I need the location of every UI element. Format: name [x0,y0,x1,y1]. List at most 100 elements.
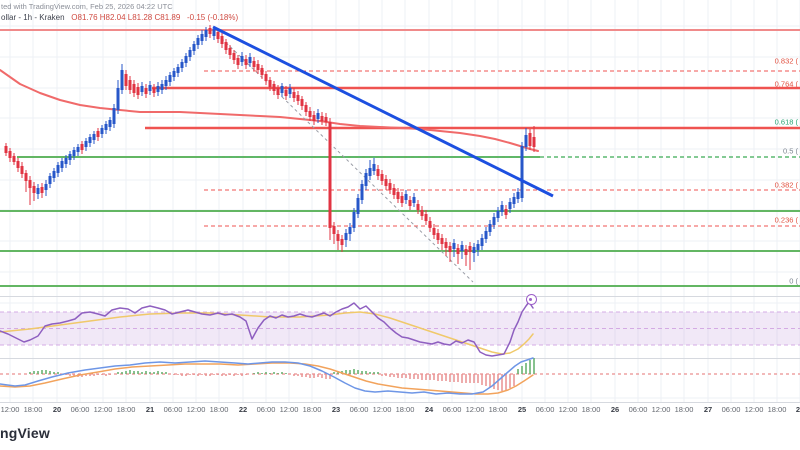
candle-up[interactable] [472,247,476,253]
candle-up[interactable] [480,238,484,246]
candle-down[interactable] [292,92,296,98]
candle-down[interactable] [256,64,260,70]
candle-up[interactable] [36,188,40,194]
candle-down[interactable] [300,99,304,106]
candle-down[interactable] [532,137,536,147]
candle-down[interactable] [420,210,424,216]
candle-up[interactable] [452,243,456,249]
candle-up[interactable] [248,57,252,63]
candle-down[interactable] [252,61,256,67]
candle-down[interactable] [268,80,272,87]
tradingview-logo[interactable]: ngView [0,425,50,441]
candle-down[interactable] [4,146,8,153]
candle-down[interactable] [128,80,132,90]
candle-up[interactable] [140,86,144,92]
candle-up[interactable] [172,71,176,77]
candle-up[interactable] [72,150,76,156]
candle-down[interactable] [152,88,156,93]
candle-down[interactable] [380,174,384,181]
candle-down[interactable] [400,196,404,203]
candle-up[interactable] [48,176,52,184]
candle-up[interactable] [316,113,320,119]
symbol-legend[interactable]: ollar - 1h - Kraken O81.76 H82.04 L81.28… [1,13,238,22]
candle-down[interactable] [228,48,232,55]
candle-down[interactable] [464,249,468,255]
candle-down[interactable] [340,239,344,245]
candle-up[interactable] [412,197,416,203]
candle-up[interactable] [164,80,168,86]
candle-down[interactable] [24,173,28,181]
candle-up[interactable] [372,164,376,171]
candle-up[interactable] [484,231,488,239]
downtrend-line[interactable] [212,25,554,198]
candle-up[interactable] [104,124,108,130]
candle-down[interactable] [428,221,432,228]
candle-down[interactable] [96,131,100,137]
candle-up[interactable] [460,245,464,251]
candle-down[interactable] [424,214,428,221]
candle-up[interactable] [120,70,124,90]
candle-up[interactable] [520,146,524,198]
candle-up[interactable] [492,217,496,225]
candle-down[interactable] [416,204,420,210]
candle-down[interactable] [132,84,136,93]
candle-down[interactable] [144,88,148,94]
candle-up[interactable] [404,194,408,200]
candle-down[interactable] [16,161,20,168]
candle-up[interactable] [512,197,516,204]
candle-down[interactable] [8,151,12,158]
candle-up[interactable] [288,88,292,94]
rsi-line[interactable] [0,301,534,357]
candle-down[interactable] [336,234,340,241]
candle-down[interactable] [296,95,300,101]
candle-down[interactable] [208,28,212,34]
candle-down[interactable] [384,179,388,186]
candle-up[interactable] [348,227,352,234]
candle-down[interactable] [308,111,312,117]
candle-down[interactable] [244,59,248,65]
candle-up[interactable] [92,134,96,140]
candle-down[interactable] [28,180,32,188]
candle-down[interactable] [220,36,224,44]
candle-down[interactable] [408,200,412,206]
candle-up[interactable] [52,171,56,178]
candle-down[interactable] [232,53,236,60]
candle-up[interactable] [84,141,88,147]
candle-up[interactable] [280,86,284,93]
candle-up[interactable] [60,161,64,168]
candle-down[interactable] [528,133,532,146]
candle-up[interactable] [356,198,360,214]
candle-down[interactable] [312,115,316,121]
candle-down[interactable] [388,183,392,190]
candle-up[interactable] [184,56,188,63]
candle-down[interactable] [324,117,328,122]
candle-up[interactable] [148,85,152,91]
candle-up[interactable] [116,88,120,110]
candle-up[interactable] [64,158,68,164]
candle-down[interactable] [224,42,228,50]
fib-trendline-dashed[interactable] [212,29,474,283]
candle-down[interactable] [32,186,36,193]
candle-down[interactable] [320,116,324,121]
candle-up[interactable] [344,233,348,240]
candle-down[interactable] [392,188,396,195]
candle-down[interactable] [284,90,288,96]
candle-down[interactable] [124,74,128,86]
candle-down[interactable] [264,74,268,81]
candle-up[interactable] [212,29,216,36]
candle-up[interactable] [352,212,356,228]
candle-up[interactable] [180,62,184,68]
candle-down[interactable] [276,88,280,95]
candle-down[interactable] [272,84,276,91]
candle-up[interactable] [188,50,192,57]
candle-up[interactable] [76,147,80,152]
candle-down[interactable] [80,144,84,150]
symbol-name[interactable]: ollar - 1h - Kraken [1,13,65,22]
rsi-last-value-icon[interactable] [525,294,537,305]
candle-up[interactable] [488,224,492,232]
candle-down[interactable] [216,32,220,39]
candle-up[interactable] [196,38,200,45]
candle-down[interactable] [332,226,336,234]
candle-up[interactable] [108,120,112,127]
candle-up[interactable] [200,34,204,41]
